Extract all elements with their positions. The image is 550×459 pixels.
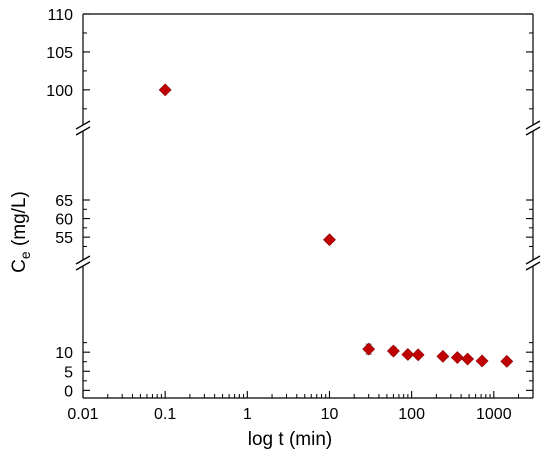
data-point-10 <box>500 354 514 368</box>
x-tick-label: 0.01 <box>67 406 98 423</box>
break-mark-0-0-1 <box>75 261 91 271</box>
y-tick-label: 5 <box>64 364 73 381</box>
break-mark-1-1-1 <box>525 126 541 136</box>
y-tick-label: 100 <box>46 83 73 100</box>
y-axis-title-subscript: e <box>17 251 33 259</box>
y-tick-label: 10 <box>55 345 73 362</box>
break-mark-0-1-0 <box>525 255 541 265</box>
y-tick-label: 105 <box>46 45 73 62</box>
axis-ticks <box>82 13 534 398</box>
y-tick-label: 0 <box>64 383 73 400</box>
y-axis-title-symbol: C <box>9 259 30 273</box>
plot-frame <box>82 13 534 399</box>
data-point-0 <box>158 83 172 97</box>
break-mark-0-0-0 <box>75 255 91 265</box>
y-tick-label: 110 <box>47 7 73 24</box>
data-point-4 <box>401 348 415 361</box>
x-tick-label: 100 <box>398 406 425 423</box>
data-points <box>158 83 514 368</box>
data-point-7 <box>450 351 464 364</box>
break-mark-0-1-1 <box>525 261 541 271</box>
axis-break-marks <box>75 120 541 271</box>
break-mark-1-1-0 <box>525 120 541 130</box>
y-axis-title: Ce (mg/L) <box>9 191 33 273</box>
data-point-9 <box>475 354 489 368</box>
data-point-8 <box>461 352 475 366</box>
y-tick-label: 65 <box>55 193 73 210</box>
y-tick-label: 55 <box>55 230 73 247</box>
break-mark-1-0-0 <box>75 120 91 130</box>
x-tick-label: 1000 <box>476 406 512 423</box>
data-point-1 <box>323 233 336 247</box>
x-tick-label: 10 <box>321 406 339 423</box>
y-axis-title-unit: (mg/L) <box>9 191 30 251</box>
data-point-3 <box>386 344 400 358</box>
x-tick-label: 0.1 <box>154 406 176 423</box>
x-tick-label: 1 <box>243 406 252 423</box>
x-axis-title: log t (min) <box>248 429 332 450</box>
data-point-5 <box>411 348 425 362</box>
data-point-2 <box>362 342 376 356</box>
break-mark-1-0-1 <box>75 126 91 136</box>
data-point-6 <box>436 349 450 363</box>
y-tick-label: 60 <box>55 212 73 229</box>
